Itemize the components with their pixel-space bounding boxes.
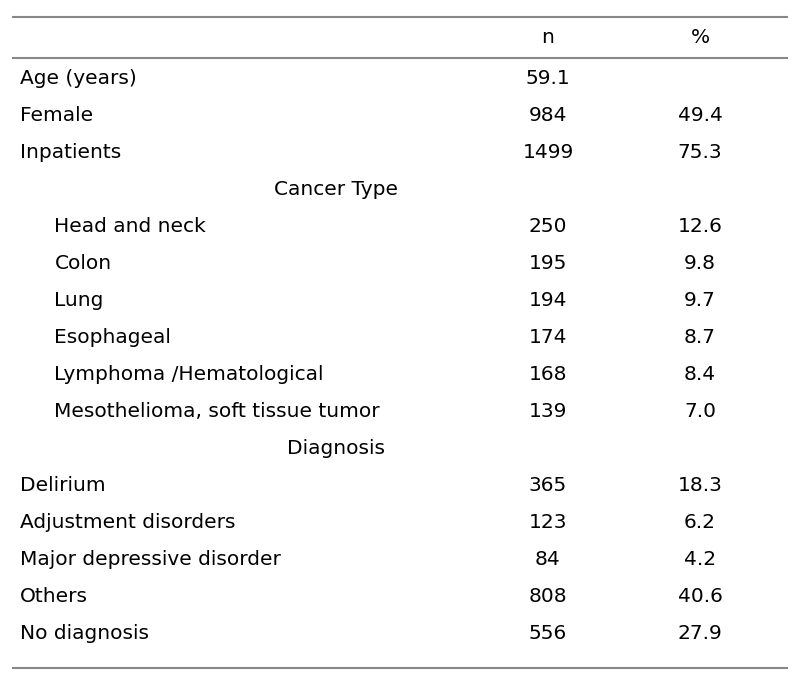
Text: 6.2: 6.2 xyxy=(684,513,716,532)
Text: Delirium: Delirium xyxy=(20,476,106,495)
Text: Diagnosis: Diagnosis xyxy=(287,439,385,458)
Text: 365: 365 xyxy=(529,476,567,495)
Text: 8.7: 8.7 xyxy=(684,328,716,347)
Text: 123: 123 xyxy=(529,513,567,532)
Text: Esophageal: Esophageal xyxy=(54,328,171,347)
Text: 174: 174 xyxy=(529,328,567,347)
Text: 12.6: 12.6 xyxy=(678,217,722,236)
Text: 7.0: 7.0 xyxy=(684,402,716,421)
Text: 18.3: 18.3 xyxy=(678,476,722,495)
Text: 75.3: 75.3 xyxy=(678,143,722,162)
Text: No diagnosis: No diagnosis xyxy=(20,624,149,643)
Text: 49.4: 49.4 xyxy=(678,106,722,125)
Text: 250: 250 xyxy=(529,217,567,236)
Text: Cancer Type: Cancer Type xyxy=(274,180,398,199)
Text: 59.1: 59.1 xyxy=(526,69,570,88)
Text: 40.6: 40.6 xyxy=(678,587,722,606)
Text: 1499: 1499 xyxy=(522,143,574,162)
Text: 168: 168 xyxy=(529,365,567,384)
Text: 27.9: 27.9 xyxy=(678,624,722,643)
Text: Head and neck: Head and neck xyxy=(54,217,206,236)
Text: 9.7: 9.7 xyxy=(684,291,716,310)
Text: Lung: Lung xyxy=(54,291,104,310)
Text: 984: 984 xyxy=(529,106,567,125)
Text: Lymphoma /Hematological: Lymphoma /Hematological xyxy=(54,365,324,384)
Text: 195: 195 xyxy=(529,254,567,273)
Text: Major depressive disorder: Major depressive disorder xyxy=(20,550,281,569)
Text: 556: 556 xyxy=(529,624,567,643)
Text: 139: 139 xyxy=(529,402,567,421)
Text: 84: 84 xyxy=(535,550,561,569)
Text: %: % xyxy=(690,28,710,47)
Text: 8.4: 8.4 xyxy=(684,365,716,384)
Text: n: n xyxy=(542,28,554,47)
Text: Colon: Colon xyxy=(54,254,111,273)
Text: Age (years): Age (years) xyxy=(20,69,137,88)
Text: 9.8: 9.8 xyxy=(684,254,716,273)
Text: Female: Female xyxy=(20,106,93,125)
Text: Adjustment disorders: Adjustment disorders xyxy=(20,513,235,532)
Text: 4.2: 4.2 xyxy=(684,550,716,569)
Text: Mesothelioma, soft tissue tumor: Mesothelioma, soft tissue tumor xyxy=(54,402,380,421)
Text: 808: 808 xyxy=(529,587,567,606)
Text: Inpatients: Inpatients xyxy=(20,143,122,162)
Text: Others: Others xyxy=(20,587,88,606)
Text: 194: 194 xyxy=(529,291,567,310)
